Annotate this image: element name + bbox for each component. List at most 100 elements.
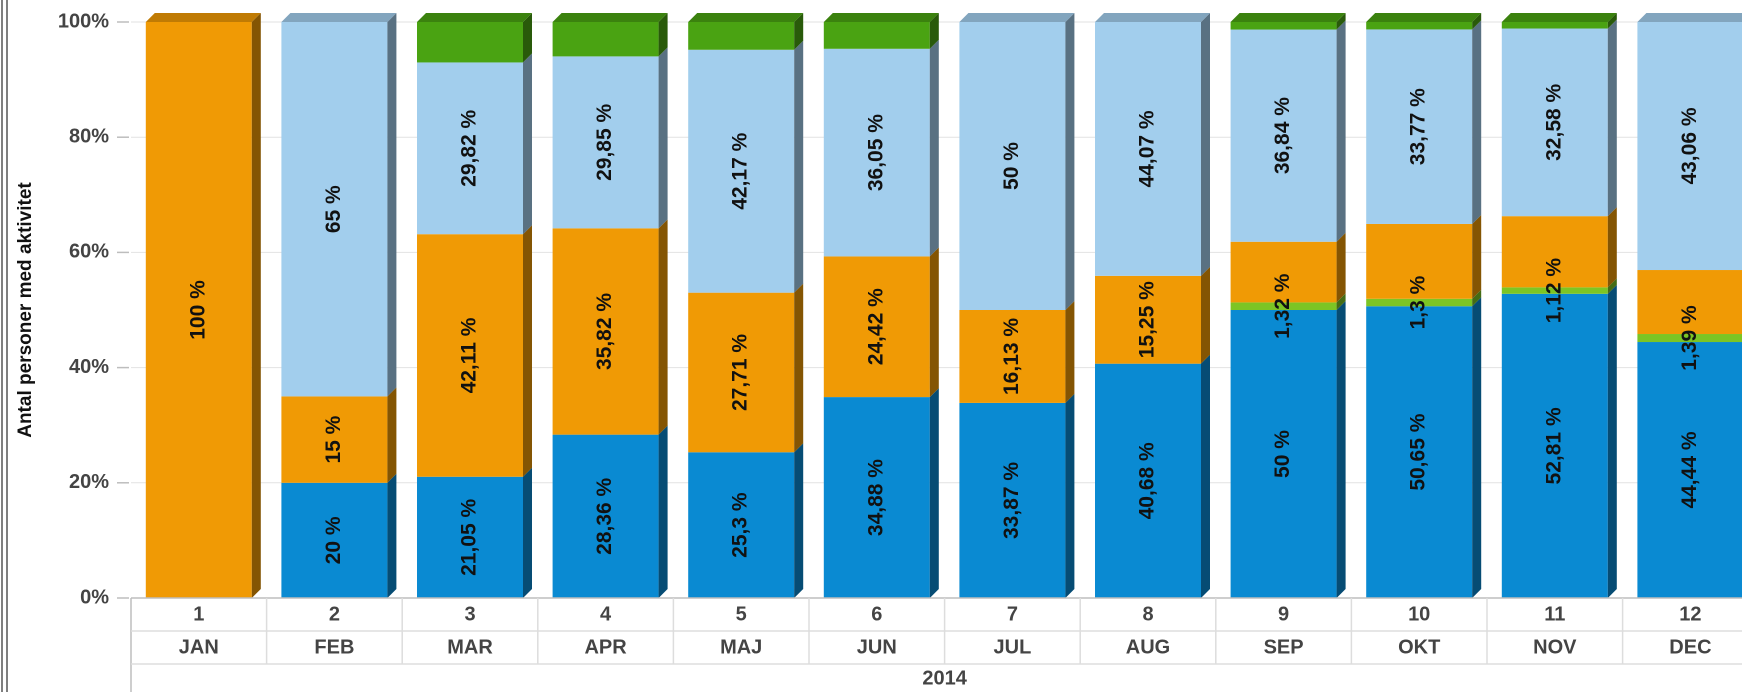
bar-top [688,13,804,22]
value-label: 36,05 % [864,114,887,191]
bar-segment [959,402,1066,598]
bar-side [1472,214,1482,299]
y-tick-label: 100% [58,10,109,32]
x-tick-number: 4 [600,603,612,625]
bar-side [387,387,397,483]
bar-segment [1366,223,1473,299]
x-tick-number: 5 [736,603,747,625]
value-label: 34,88 % [864,459,887,536]
bar-side [387,13,397,397]
value-label: 42,17 % [729,132,752,209]
bar-side [387,473,397,598]
x-tick-label: FEB [314,636,354,658]
value-label: 44,07 % [1136,110,1159,187]
bar-segment [1637,334,1742,343]
bar-segment [688,22,795,50]
bar-segment [823,397,930,598]
bar-segment [1637,270,1742,335]
bar-segment [959,310,1066,403]
bar-top [145,13,261,22]
bar-top [1637,13,1742,22]
bar-segment [1366,298,1473,307]
value-label: 1,32 % [1271,273,1294,339]
bar-segment [281,396,388,483]
x-tick-number: 8 [1142,603,1153,625]
value-label: 15 % [322,415,345,463]
bar-segment [552,56,659,229]
bar-segment [1637,22,1742,271]
x-tick-label: SEP [1264,636,1304,658]
bar-segment [1366,22,1473,30]
bar-segment [417,476,523,598]
x-tick-label: AUG [1126,636,1170,658]
value-label: 21,05 % [458,499,481,576]
value-label: 28,36 % [593,477,616,554]
bar-side [523,53,532,235]
x-tick-label: JUL [994,636,1032,658]
value-label: 1,39 % [1678,305,1701,371]
bar-segment [417,22,523,63]
bar-side [658,425,668,598]
bar-top [552,13,668,22]
bar-side [794,283,804,453]
x-tick-number: 7 [1007,603,1018,625]
bar-side [929,39,939,257]
bar-segment [823,22,930,49]
y-tick-label: 20% [69,471,109,493]
bar-side [1201,354,1210,598]
bar-side [1607,19,1617,217]
bar-segment [552,434,659,598]
value-label: 36,84 % [1271,97,1294,174]
y-tick-label: 80% [69,125,109,147]
bar-side [929,247,939,398]
x-tick-label: OKT [1398,636,1440,658]
bar-top [1366,13,1482,22]
bar-segment [1637,342,1742,598]
x-tick-number: 2 [329,603,340,625]
x-tick-number: 3 [464,603,475,625]
bar-segment [1501,22,1608,29]
bar-side [658,47,668,229]
y-axis-label: Antal personer med aktivitet [15,182,36,438]
bar-side [251,13,261,598]
bar-segment [1501,28,1608,217]
value-label: 42,11 % [458,317,481,393]
bar-segment [1230,22,1337,30]
value-label: 24,42 % [864,288,887,365]
x-tick-label: MAJ [720,636,762,658]
bar-segment [417,62,523,235]
value-label: 16,13 % [1000,318,1023,395]
bar-segment [1095,275,1201,364]
bar-segment [552,228,659,435]
value-label: 33,87 % [1000,462,1023,539]
value-label: 40,68 % [1136,442,1159,519]
x-tick-label: NOV [1533,636,1577,658]
bar-top [1230,13,1346,22]
x-tick-number: 6 [871,603,882,625]
value-label: 50 % [1000,142,1023,190]
bar-segment [1095,22,1201,276]
bar-segment [1366,306,1473,598]
bar-side [794,443,804,598]
value-label: 1,12 % [1542,258,1565,324]
bar-segment [823,48,930,257]
bar-top [417,13,532,22]
value-label: 35,82 % [593,293,616,370]
bar-side [1065,13,1075,310]
x-tick-number: 1 [193,603,204,625]
bar-top [281,13,397,22]
bar-side [929,13,939,49]
x-tick-number: 12 [1679,603,1701,625]
bar-side [1065,301,1075,403]
bar-side [1607,278,1617,294]
value-label: 43,06 % [1678,107,1701,184]
bar-segment [417,234,523,477]
value-label: 44,44 % [1678,431,1701,508]
bar-side [1472,20,1482,224]
bar-segment [1501,216,1608,288]
bar-side [1336,232,1346,303]
bar-side [794,13,804,50]
x-group-label: 2014 [922,667,967,689]
value-label: 33,77 % [1407,88,1430,165]
